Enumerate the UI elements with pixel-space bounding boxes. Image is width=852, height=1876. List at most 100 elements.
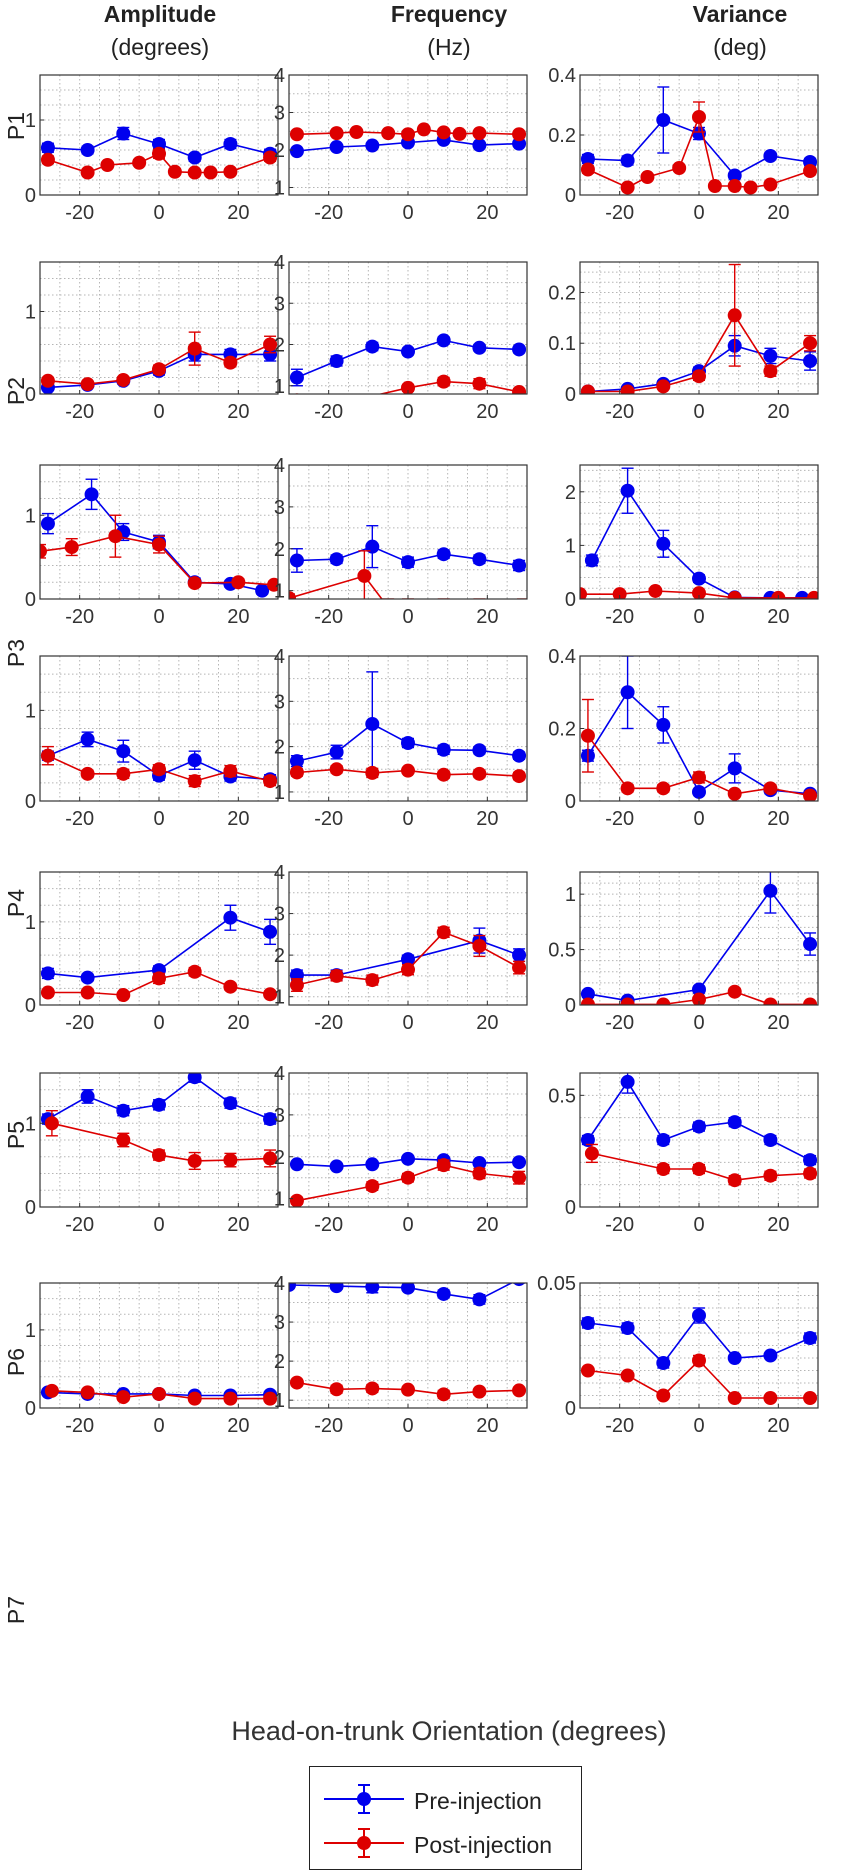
data-point-post-injection bbox=[80, 377, 95, 392]
x-tick-label: 20 bbox=[476, 606, 498, 628]
grid bbox=[40, 75, 278, 195]
data-point-pre-injection bbox=[40, 516, 55, 531]
y-tick-label: 0 bbox=[565, 185, 576, 207]
x-tick-label: -20 bbox=[314, 606, 343, 628]
data-point-pre-injection bbox=[692, 982, 706, 997]
x-tick-label: -20 bbox=[314, 401, 343, 423]
error-bar-pre-injection bbox=[513, 1283, 526, 1284]
y-tick-label: 0.1 bbox=[548, 333, 576, 355]
data-point-pre-injection bbox=[187, 1073, 202, 1085]
x-tick-label: 20 bbox=[476, 401, 498, 423]
y-tick-label: 1 bbox=[25, 700, 36, 722]
data-point-pre-injection bbox=[80, 732, 95, 747]
data-point-pre-injection bbox=[620, 483, 635, 498]
x-tick-label: -20 bbox=[605, 1214, 634, 1236]
data-point-post-injection bbox=[803, 164, 818, 178]
data-point-post-injection bbox=[656, 781, 671, 796]
data-point-pre-injection bbox=[512, 558, 527, 573]
data-point-pre-injection bbox=[329, 745, 344, 760]
y-tick-label: 0.5 bbox=[548, 1085, 576, 1107]
data-point-pre-injection bbox=[512, 748, 527, 763]
data-point-pre-injection bbox=[803, 354, 818, 368]
data-point-pre-injection bbox=[692, 784, 706, 799]
data-point-post-injection bbox=[401, 380, 415, 394]
data-point-post-injection bbox=[584, 1146, 599, 1161]
data-point-pre-injection bbox=[763, 1133, 778, 1147]
data-point-post-injection bbox=[803, 336, 818, 351]
data-point-post-injection bbox=[40, 985, 55, 1000]
data-point-post-injection bbox=[516, 605, 530, 619]
data-point-post-injection bbox=[401, 1382, 415, 1397]
column-title-variance: Variance bbox=[693, 1, 788, 27]
legend-marker-post-icon bbox=[324, 1828, 404, 1858]
x-tick-label: 20 bbox=[227, 1214, 249, 1236]
data-point-post-injection bbox=[152, 1148, 166, 1163]
data-point-pre-injection bbox=[329, 1283, 344, 1294]
data-point-post-injection bbox=[692, 770, 706, 785]
legend-label-post: Post-injection bbox=[414, 1832, 553, 1858]
series-group bbox=[580, 656, 818, 801]
data-point-post-injection bbox=[512, 769, 527, 784]
y-tick-label: 0 bbox=[25, 185, 36, 207]
data-point-post-injection bbox=[108, 529, 123, 544]
data-point-pre-injection bbox=[263, 924, 278, 939]
y-tick-label: 0 bbox=[565, 1197, 576, 1219]
data-point-pre-injection bbox=[152, 137, 166, 151]
data-point-post-injection bbox=[267, 577, 278, 592]
data-point-pre-injection bbox=[255, 583, 270, 598]
x-tick-label: 0 bbox=[693, 606, 704, 628]
x-tick-label: 20 bbox=[227, 1012, 249, 1034]
y-tick-label: 4 bbox=[274, 455, 285, 477]
data-point-pre-injection bbox=[436, 1286, 451, 1301]
data-point-post-injection bbox=[152, 146, 166, 161]
data-point-pre-injection bbox=[329, 140, 344, 154]
y-tick-label: 3 bbox=[274, 1105, 285, 1127]
data-point-post-injection bbox=[727, 590, 742, 599]
data-point-post-injection bbox=[512, 1383, 527, 1398]
data-point-pre-injection bbox=[365, 339, 380, 354]
data-point-post-injection bbox=[648, 583, 663, 598]
data-point-post-injection bbox=[580, 162, 595, 177]
data-point-post-injection bbox=[692, 586, 706, 599]
data-point-post-injection bbox=[187, 964, 202, 979]
y-tick-label: 1 bbox=[274, 376, 285, 398]
data-point-pre-injection bbox=[512, 1155, 527, 1170]
x-tick-label: 20 bbox=[227, 1415, 249, 1437]
data-point-post-injection bbox=[771, 590, 786, 599]
data-point-post-injection bbox=[763, 1391, 778, 1405]
data-point-pre-injection bbox=[584, 553, 599, 568]
data-point-post-injection bbox=[223, 164, 238, 179]
x-axis-label: Head-on-trunk Orientation (degrees) bbox=[231, 1716, 666, 1746]
y-tick-label: 1 bbox=[565, 535, 576, 557]
x-tick-label: 20 bbox=[227, 606, 249, 628]
data-point-post-injection bbox=[365, 1179, 380, 1194]
data-point-post-injection bbox=[132, 155, 147, 170]
data-point-post-injection bbox=[40, 152, 55, 167]
data-point-post-injection bbox=[692, 992, 706, 1005]
x-tick-label: 20 bbox=[767, 606, 789, 628]
data-point-post-injection bbox=[64, 540, 79, 555]
y-tick-label: 1 bbox=[274, 581, 285, 603]
data-point-post-injection bbox=[357, 568, 372, 583]
data-point-post-injection bbox=[401, 127, 415, 142]
x-tick-label: -20 bbox=[65, 401, 94, 423]
data-point-pre-injection bbox=[727, 168, 742, 183]
data-point-post-injection bbox=[612, 587, 627, 599]
series-group bbox=[40, 731, 278, 789]
legend-item-pre: Pre-injection bbox=[310, 1779, 581, 1819]
data-point-post-injection bbox=[707, 179, 722, 193]
series-group bbox=[289, 1151, 527, 1207]
y-tick-label: 1 bbox=[274, 1390, 285, 1412]
x-tick-label: -20 bbox=[605, 1012, 634, 1034]
data-point-post-injection bbox=[580, 997, 595, 1005]
data-point-post-injection bbox=[763, 781, 778, 796]
data-point-post-injection bbox=[727, 1173, 742, 1188]
x-tick-label: 20 bbox=[476, 1214, 498, 1236]
data-point-post-injection bbox=[152, 971, 166, 986]
data-point-pre-injection bbox=[472, 340, 487, 355]
data-point-post-injection bbox=[656, 997, 671, 1005]
data-point-pre-injection bbox=[365, 138, 380, 153]
x-tick-label: 0 bbox=[153, 401, 164, 423]
data-point-post-injection bbox=[512, 960, 527, 975]
data-point-post-injection bbox=[187, 341, 202, 356]
